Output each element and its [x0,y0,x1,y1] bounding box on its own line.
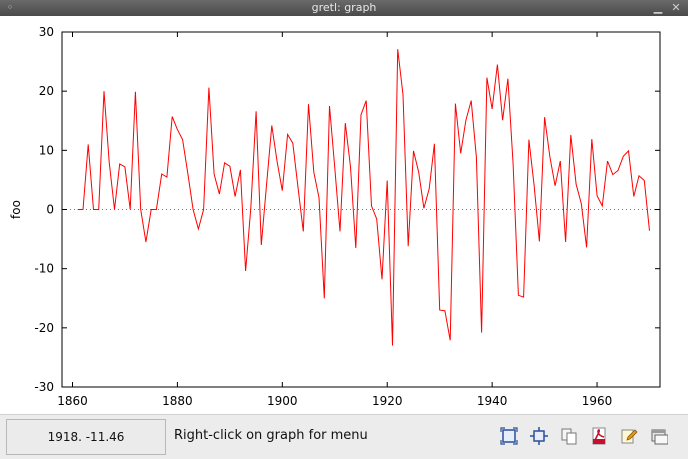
zoom-center-icon[interactable] [530,427,548,445]
window-title: gretl: graph [311,1,377,14]
edit-icon[interactable] [620,427,638,445]
window-menu-icon[interactable]: ◦ [6,1,14,14]
status-hint: Right-click on graph for menu [174,428,368,443]
series-line [77,49,650,346]
y-tick-label: 0 [46,203,54,217]
close-window-icon[interactable] [650,427,668,445]
pdf-icon[interactable] [590,427,608,445]
x-tick-label: 1940 [477,394,508,408]
plot-frame [61,31,661,388]
y-axis-label: foo [9,200,23,219]
minimize-icon[interactable]: ▁ [653,1,663,14]
copy-icon[interactable] [560,427,578,445]
y-tick-label: -20 [34,321,54,335]
line-chart[interactable]: -30 -20 -10 0 10 20 30 1860 1880 1900 1920 1940 1960… [0,16,688,414]
y-tick-label: -10 [34,262,54,276]
cursor-coordinates: 1918. -11.46 [6,419,166,455]
x-tick-label: 1960 [582,394,613,408]
y-tick-label: -30 [34,380,54,394]
y-tick-label: 20 [39,84,54,98]
plot-area[interactable]: -30 -20 -10 0 10 20 30 1860 1880 1900 1920 1940 1960… [0,16,688,414]
x-tick-label: 1900 [267,394,298,408]
title-bar[interactable]: ◦ gretl: graph ▁ ✕ [0,0,688,16]
status-bar: 1918. -11.46 Right-click on graph for me… [0,414,688,459]
zoom-icon[interactable] [500,427,518,445]
y-tick-label: 10 [39,143,54,157]
y-tick-label: 30 [39,25,54,39]
x-tick-label: 1920 [372,394,403,408]
close-icon[interactable]: ✕ [671,1,681,14]
x-tick-label: 1880 [162,394,193,408]
x-tick-label: 1860 [57,394,88,408]
